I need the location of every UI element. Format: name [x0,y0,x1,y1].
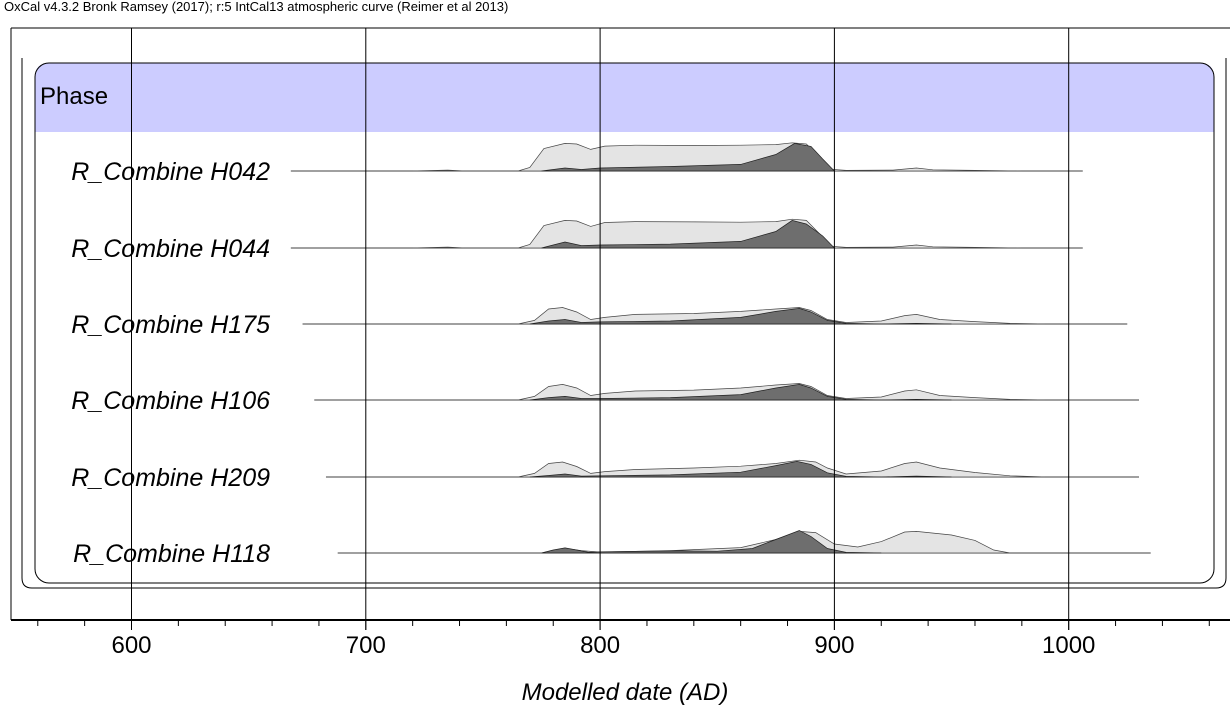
phase-band [35,63,1214,132]
distribution-row: R_Combine H042 [71,142,1083,186]
distribution-row: R_Combine H209 [71,459,1139,492]
distribution-row: R_Combine H106 [71,383,1139,415]
posterior-distribution [529,384,952,401]
x-tick-label: 700 [346,632,386,659]
x-axis: 600 700 800 900 1000 [11,619,1230,659]
posterior-distribution [541,530,882,554]
row-label: R_Combine H209 [71,464,270,492]
row-label: R_Combine H118 [73,540,270,568]
phase-box [34,62,1215,584]
distribution-row: R_Combine H118 [73,530,1151,568]
x-tick-label: 800 [580,632,620,659]
prior-distribution [412,142,1022,172]
prior-distribution [412,218,1022,249]
row-label: R_Combine H042 [71,158,270,186]
posterior-distribution [541,143,836,172]
phase-group: Phase [34,62,1215,584]
phase-label: Phase [40,83,108,110]
outer-bracket [21,58,1227,589]
gridlines [131,28,1070,630]
posterior-distribution [529,461,952,478]
row-label: R_Combine H175 [71,311,270,339]
posterior-distribution [541,220,836,249]
chart-header: OxCal v4.3.2 Bronk Ramsey (2017); r:5 In… [4,0,508,14]
chart-frame [10,27,1230,620]
distribution-row: R_Combine H044 [71,218,1083,263]
x-tick-label: 900 [814,632,854,659]
distribution-rows: R_Combine H042 R_Combine H044 R_Combine H1… [71,142,1151,568]
distribution-row: R_Combine H175 [71,307,1128,339]
x-tick-label: 1000 [1042,632,1095,659]
row-label: R_Combine H044 [71,235,270,263]
posterior-distribution [529,308,952,325]
row-label: R_Combine H106 [71,387,270,415]
x-tick-label: 600 [111,632,151,659]
x-axis-label: Modelled date (AD) [522,679,729,706]
